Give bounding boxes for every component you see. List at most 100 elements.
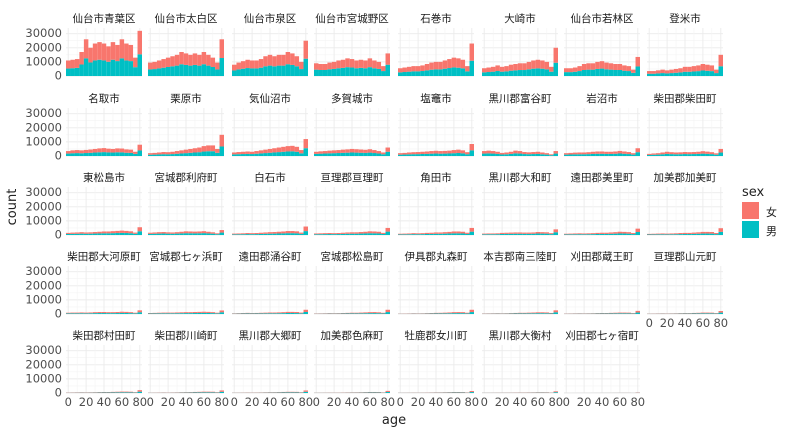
bar-female (138, 145, 142, 151)
bar-female (120, 231, 124, 233)
bar-male (613, 154, 617, 156)
bar-female (527, 152, 531, 154)
bar-male (368, 313, 372, 314)
bar-male (157, 154, 161, 156)
bar-female (407, 233, 411, 234)
bar-female (220, 39, 224, 58)
bar-male (166, 154, 170, 156)
bar-male (188, 66, 192, 76)
bar-female (295, 392, 299, 393)
bar-male (564, 234, 568, 235)
bar-female (241, 233, 245, 234)
bar-male (323, 70, 327, 76)
bar-male (491, 154, 495, 156)
legend-swatch-male (742, 221, 759, 238)
bar-female (545, 232, 549, 233)
bar-female (299, 62, 303, 69)
bar-female (500, 153, 504, 155)
bar-female (600, 313, 604, 314)
bar-male (714, 234, 718, 235)
bar-female (354, 149, 358, 152)
bar-female (386, 391, 390, 392)
bar-female (604, 233, 608, 234)
bar-male (220, 58, 224, 76)
bar-female (93, 312, 97, 313)
bar-male (665, 234, 669, 235)
bar-female (531, 60, 535, 68)
bar-male (268, 234, 272, 235)
facet-strip-label: 亘理郡亘理町 (321, 172, 384, 184)
bar-female (678, 233, 682, 234)
bar-female (290, 53, 294, 65)
bar-female (79, 312, 83, 313)
bar-male (582, 70, 586, 76)
bar-male (513, 70, 517, 76)
bar-male (549, 234, 553, 235)
facet-strip-label: 仙台市宮城野区 (315, 12, 389, 25)
bar-male (386, 312, 390, 314)
bar-male (241, 154, 245, 156)
y-tick-label: 30000 (25, 106, 62, 120)
bar-male (318, 234, 322, 235)
bar-female (259, 233, 263, 234)
bar-male (678, 154, 682, 156)
bar-female (75, 232, 79, 233)
bar-female (75, 150, 79, 153)
bar-female (536, 152, 540, 154)
facet-strip-label: 遠田郡涌谷町 (239, 250, 302, 263)
bar-male (84, 153, 88, 156)
bar-male (232, 70, 236, 76)
bar-female (636, 311, 640, 313)
bar-male (295, 152, 299, 156)
bar-female (656, 234, 660, 235)
y-tick-label: 0 (55, 149, 62, 163)
bar-male (245, 234, 249, 235)
bar-female (522, 313, 526, 314)
bar-female (106, 46, 110, 61)
bar-female (161, 232, 165, 234)
bar-male (286, 313, 290, 314)
bar-female (407, 67, 411, 72)
bar-male (359, 153, 363, 156)
bar-male (102, 313, 106, 314)
bar-male (687, 72, 691, 76)
bar-female (495, 233, 499, 234)
facet-panel: 遠田郡涌谷町 (232, 250, 308, 314)
bar-female (148, 313, 152, 314)
bar-male (696, 71, 700, 76)
bar-female (636, 148, 640, 152)
bar-female (577, 233, 581, 234)
bar-male (179, 233, 183, 235)
bar-male (161, 313, 165, 314)
bar-male (586, 234, 590, 235)
bar-female (259, 313, 263, 314)
bar-female (527, 233, 531, 234)
bar-female (350, 313, 354, 314)
bar-female (586, 233, 590, 234)
bar-male (500, 154, 504, 156)
bar-female (719, 149, 723, 153)
bar-female (115, 148, 119, 152)
bar-female (124, 44, 128, 61)
bar-male (482, 154, 486, 156)
bar-female (188, 312, 192, 313)
bar-male (434, 69, 438, 76)
bar-male (678, 72, 682, 76)
bar-male (398, 72, 402, 76)
bar-female (70, 233, 74, 234)
bar-male (577, 154, 581, 156)
bar-female (250, 152, 254, 154)
bar-male (345, 313, 349, 314)
bar-female (491, 233, 495, 234)
bar-male (129, 392, 133, 393)
bar-male (381, 71, 385, 76)
bar-female (381, 66, 385, 71)
bar-female (452, 150, 456, 153)
bar-male (161, 154, 165, 156)
facet-panel: 多賀城市 (314, 92, 390, 156)
bar-male (268, 66, 272, 76)
bar-male (381, 313, 385, 314)
bar-male (66, 154, 70, 156)
bar-female (518, 232, 522, 233)
